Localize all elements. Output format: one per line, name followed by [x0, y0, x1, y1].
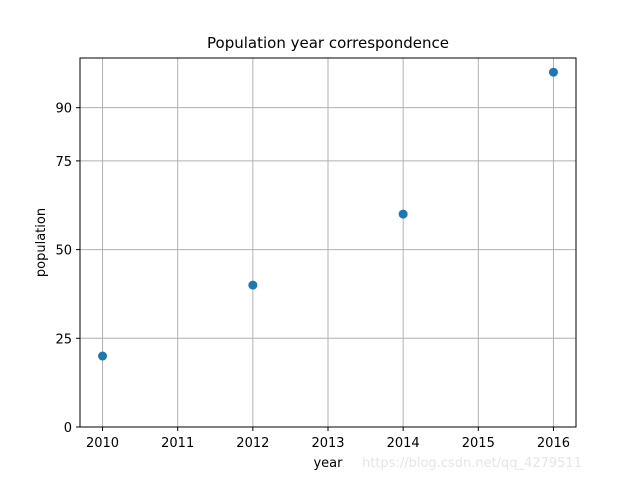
- y-axis-label: population: [34, 208, 49, 277]
- x-tick-label: 2013: [311, 436, 344, 451]
- data-points: [98, 67, 558, 361]
- x-axis-label: year: [313, 456, 343, 471]
- data-point: [548, 67, 558, 77]
- y-tick-label: 0: [64, 421, 72, 436]
- data-point: [248, 280, 258, 290]
- x-tick-label: 2016: [537, 436, 570, 451]
- watermark: https://blog.csdn.net/qq_4279511: [362, 456, 582, 471]
- x-tick-label: 2012: [236, 436, 269, 451]
- y-tick-label: 50: [55, 244, 72, 259]
- y-axis: 0 25 50 75 90: [55, 102, 80, 436]
- y-tick-label: 90: [55, 102, 72, 117]
- chart-title: Population year correspondence: [207, 34, 449, 52]
- x-tick-label: 2010: [86, 436, 119, 451]
- grid-lines: [80, 58, 576, 428]
- y-tick-label: 75: [55, 155, 72, 170]
- data-point: [98, 351, 108, 361]
- x-tick-label: 2011: [161, 436, 194, 451]
- x-tick-label: 2015: [462, 436, 495, 451]
- y-tick-label: 25: [55, 332, 72, 347]
- data-point: [398, 209, 408, 219]
- x-tick-label: 2014: [387, 436, 420, 451]
- x-axis: 2010 2011 2012 2013 2014 2015 2016: [86, 427, 570, 451]
